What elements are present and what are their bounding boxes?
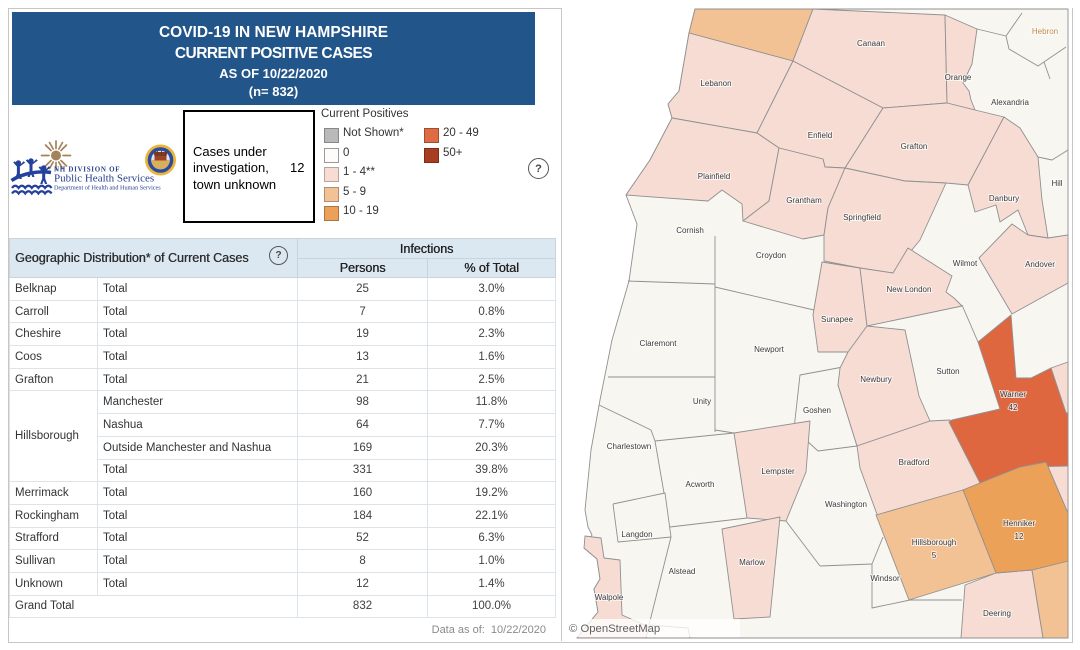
svg-text:NH DIVISION OF: NH DIVISION OF: [54, 166, 120, 174]
svg-text:Lebanon: Lebanon: [700, 79, 731, 88]
svg-text:Grantham: Grantham: [786, 196, 822, 205]
svg-text:Andover: Andover: [1025, 260, 1055, 269]
svg-text:Lempster: Lempster: [761, 467, 795, 476]
svg-text:Alexandria: Alexandria: [991, 98, 1029, 107]
svg-text:Acworth: Acworth: [686, 480, 715, 489]
svg-text:12: 12: [1015, 532, 1024, 541]
svg-text:42: 42: [1009, 403, 1018, 412]
svg-text:Goshen: Goshen: [803, 406, 831, 415]
svg-text:Henniker: Henniker: [1003, 519, 1035, 528]
svg-text:Walpole: Walpole: [595, 593, 624, 602]
svg-text:Windsor: Windsor: [870, 574, 900, 583]
svg-text:Canaan: Canaan: [857, 39, 885, 48]
svg-text:Croydon: Croydon: [756, 251, 786, 260]
svg-text:Washington: Washington: [825, 500, 867, 509]
svg-text:Sunapee: Sunapee: [821, 315, 854, 324]
svg-text:Department of Health and Human: Department of Health and Human Services: [54, 185, 161, 192]
svg-text:Enfield: Enfield: [808, 131, 832, 140]
svg-text:Plainfield: Plainfield: [698, 172, 730, 181]
svg-text:Grafton: Grafton: [901, 142, 928, 151]
svg-text:Claremont: Claremont: [640, 339, 678, 348]
svg-text:Hebron: Hebron: [1032, 27, 1058, 36]
svg-text:© OpenStreetMap: © OpenStreetMap: [569, 623, 660, 635]
svg-text:Hill: Hill: [1051, 179, 1062, 188]
svg-text:Newbury: Newbury: [860, 375, 892, 384]
svg-text:Unity: Unity: [693, 397, 711, 406]
svg-text:Alstead: Alstead: [669, 567, 696, 576]
svg-text:Langdon: Langdon: [621, 530, 652, 539]
svg-text:New London: New London: [887, 285, 932, 294]
svg-text:5: 5: [932, 551, 937, 560]
svg-text:Cornish: Cornish: [676, 226, 704, 235]
svg-text:Warner: Warner: [1000, 390, 1026, 399]
svg-text:Hillsborough: Hillsborough: [912, 538, 956, 547]
svg-text:Wilmot: Wilmot: [953, 259, 978, 268]
svg-text:Sutton: Sutton: [936, 367, 959, 376]
svg-text:Public Health Services: Public Health Services: [54, 173, 154, 185]
svg-text:Charlestown: Charlestown: [607, 442, 651, 451]
svg-text:Orange: Orange: [945, 73, 972, 82]
svg-text:Newport: Newport: [754, 345, 785, 354]
svg-text:Deering: Deering: [983, 609, 1011, 618]
svg-text:Danbury: Danbury: [989, 194, 1019, 203]
svg-text:Bradford: Bradford: [899, 458, 930, 467]
svg-text:Marlow: Marlow: [739, 558, 765, 567]
svg-text:Springfield: Springfield: [843, 213, 881, 222]
